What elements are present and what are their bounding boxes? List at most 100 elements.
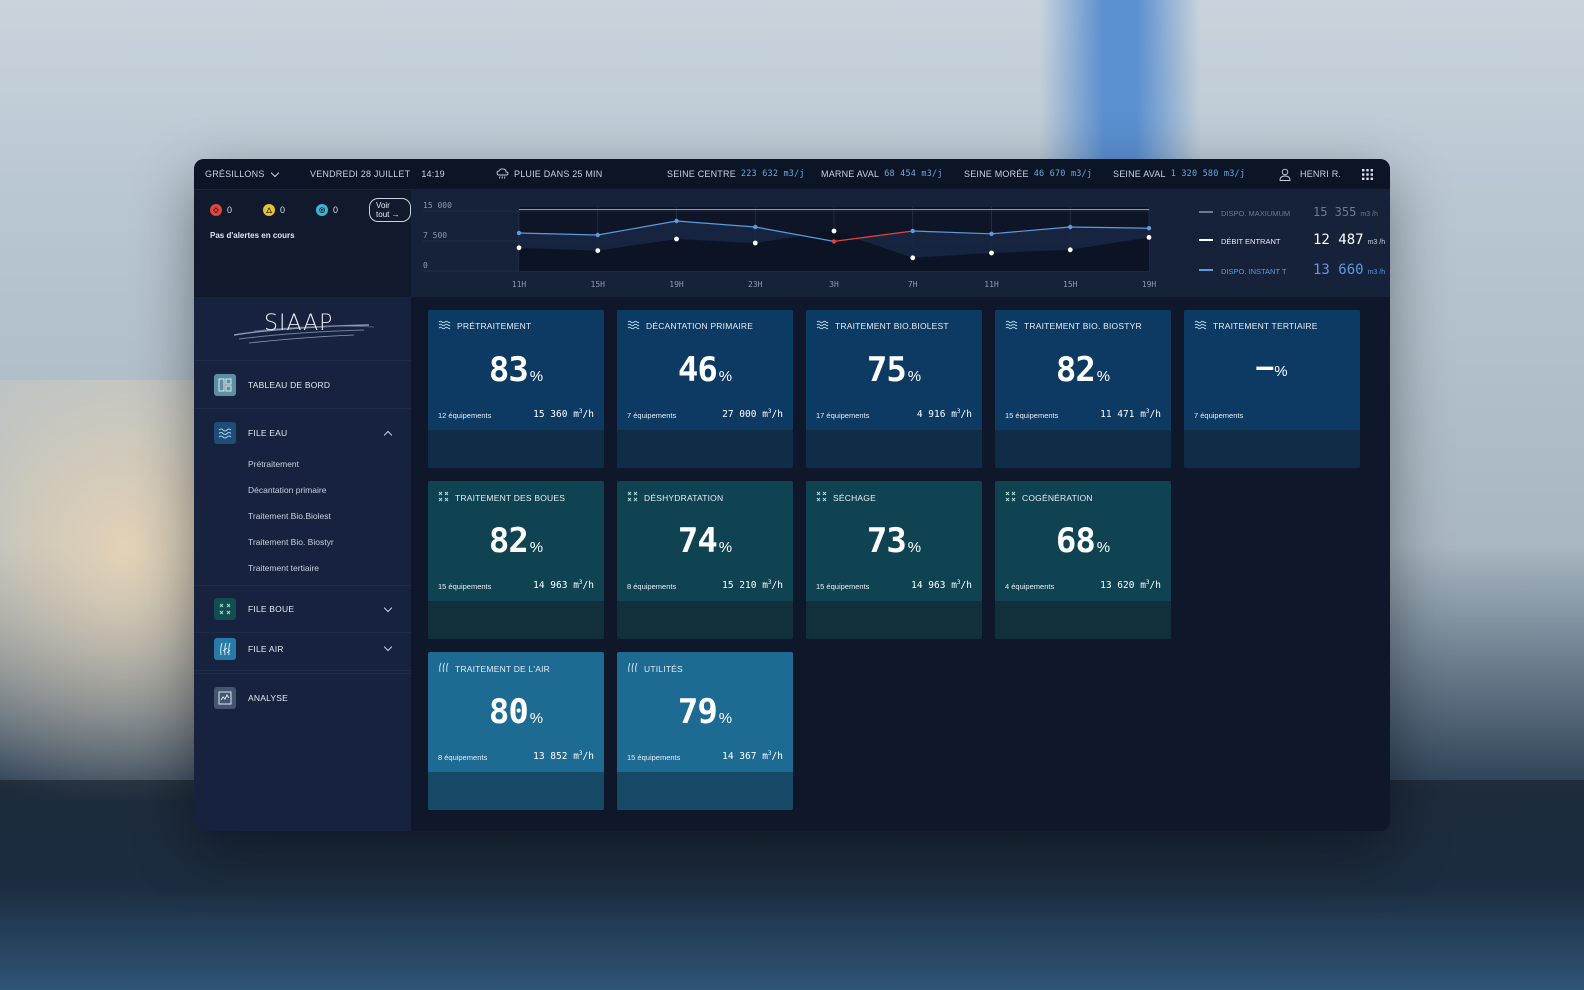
pct-value: 73	[866, 521, 907, 561]
pct-sign: %	[1096, 539, 1111, 556]
pct-value: 80	[488, 692, 529, 732]
series-line-segment	[597, 220, 677, 236]
nav-file-eau[interactable]: FILE EAU	[194, 409, 411, 457]
card-flow: 14 963 m3/h	[911, 579, 972, 592]
process-card[interactable]: TRAITEMENT DE L'AIR 80% 8 équipements 13…	[428, 652, 604, 810]
card-percentage: 79%	[617, 692, 793, 732]
process-card[interactable]: COGÉNÉRATION 68% 4 équipements 13 620 m3…	[995, 481, 1171, 639]
x-tick-label: 11H	[984, 280, 999, 289]
card-top: TRAITEMENT DES BOUES 82% 15 équipements …	[428, 481, 604, 601]
date-time: VENDREDI 28 JUILLET 14:19	[310, 159, 445, 189]
series-line-segment	[755, 226, 835, 242]
siaap-logo[interactable]: SIAAP	[194, 297, 411, 361]
card-equipment-count: 15 équipements	[816, 582, 870, 591]
process-card[interactable]: TRAITEMENT TERTIAIRE —% 7 équipements	[1184, 310, 1360, 468]
air-icon	[627, 662, 638, 675]
info-alerts[interactable]: ◎ 0	[316, 204, 338, 216]
instant-point	[831, 239, 837, 244]
process-card[interactable]: TRAITEMENT BIO.BIOLEST 75% 17 équipement…	[806, 310, 982, 468]
nav-dashboard[interactable]: TABLEAU DE BORD	[194, 361, 411, 409]
warning-count: 0	[280, 205, 286, 215]
process-card[interactable]: PRÉTRAITEMENT 83% 12 équipements 15 360 …	[428, 310, 604, 468]
pct-sign: %	[907, 368, 922, 385]
series-line-segment	[676, 220, 756, 228]
pct-value: 79	[677, 692, 718, 732]
chevron-down-icon	[270, 168, 279, 177]
card-flow: 13 620 m3/h	[1100, 579, 1161, 592]
station-name: SEINE MORÉE	[964, 169, 1029, 179]
card-top: PRÉTRAITEMENT 83% 12 équipements 15 360 …	[428, 310, 604, 430]
card-equipment-count: 15 équipements	[438, 582, 492, 591]
station-value: 223 632 m3/j	[740, 169, 805, 179]
card-footer	[428, 430, 604, 468]
sludge-icon	[627, 491, 638, 504]
logo-brush-strokes	[233, 324, 375, 344]
card-footer	[428, 601, 604, 639]
instant-point	[595, 232, 600, 238]
card-top: SÉCHAGE 73% 15 équipements 14 963 m3/h	[806, 481, 982, 601]
sub-item-decantation[interactable]: Décantation primaire	[248, 485, 327, 495]
card-title-text: DÉSHYDRATATION	[644, 492, 724, 503]
site-name: GRÉSILLONS	[205, 169, 265, 179]
process-card[interactable]: TRAITEMENT BIO. BIOSTYR 82% 15 équipemen…	[995, 310, 1171, 468]
sub-item-biolest[interactable]: Traitement Bio.Biolest	[248, 511, 331, 521]
nav-label: FILE EAU	[248, 428, 288, 438]
dashboard-icon	[214, 373, 236, 396]
station-name: SEINE CENTRE	[667, 169, 736, 179]
site-selector[interactable]: GRÉSILLONS	[205, 159, 279, 189]
user-menu[interactable]: HENRI R.	[1279, 159, 1341, 189]
legend-instant: DISPO. INSTANT T 13 660 m3 /h	[1199, 262, 1385, 278]
incoming-point	[674, 236, 679, 242]
apps-grid-button[interactable]	[1362, 159, 1373, 189]
card-title: TRAITEMENT DES BOUES	[438, 491, 565, 504]
incoming-point	[1146, 235, 1152, 240]
instant-point	[989, 231, 994, 236]
chevron-up-icon[interactable]	[383, 430, 393, 440]
water-waves-icon	[627, 320, 640, 332]
legend-max: DISPO. MAXIUMUM 15 355 m3 /h	[1199, 205, 1378, 219]
card-top: TRAITEMENT BIO. BIOSTYR 82% 15 équipemen…	[995, 310, 1171, 430]
legend-unit: m3 /h	[1367, 269, 1386, 276]
instant-point	[753, 224, 758, 230]
station-name: MARNE AVAL	[821, 169, 880, 179]
card-flow: 15 210 m3/h	[722, 579, 783, 592]
nav-file-air[interactable]: FILE AIR	[194, 627, 411, 671]
user-icon	[1279, 168, 1291, 181]
date-label: VENDREDI 28 JUILLET	[310, 169, 411, 179]
nav-file-boue[interactable]: FILE BOUE	[194, 585, 411, 633]
apps-grid-icon	[1362, 168, 1373, 180]
card-top: DÉCANTATION PRIMAIRE 46% 7 équipements 2…	[617, 310, 793, 430]
card-footer	[428, 772, 604, 810]
process-card[interactable]: SÉCHAGE 73% 15 équipements 14 963 m3/h	[806, 481, 982, 639]
chevron-down-icon[interactable]	[383, 642, 393, 652]
card-title: DÉSHYDRATATION	[627, 491, 723, 504]
card-title: COGÉNÉRATION	[1005, 491, 1093, 504]
card-title: TRAITEMENT DE L'AIR	[438, 662, 550, 675]
process-card[interactable]: DÉSHYDRATATION 74% 8 équipements 15 210 …	[617, 481, 793, 639]
warning-alerts[interactable]: △ 0	[263, 204, 285, 216]
pct-sign: %	[718, 368, 733, 385]
sub-item-pretraitement[interactable]: Prétraitement	[248, 459, 300, 469]
critical-alerts[interactable]: ◇ 0	[210, 204, 232, 216]
process-card[interactable]: TRAITEMENT DES BOUES 82% 15 équipements …	[428, 481, 604, 639]
process-card[interactable]: UTILITÉS 79% 15 équipements 14 367 m3/h	[617, 652, 793, 810]
card-flow: 15 360 m3/h	[533, 408, 594, 421]
card-footer	[806, 601, 982, 639]
card-top: COGÉNÉRATION 68% 4 équipements 13 620 m3…	[995, 481, 1171, 601]
sub-item-biostyr[interactable]: Traitement Bio. Biostyr	[248, 537, 334, 547]
legend-unit: m3 /h	[1360, 211, 1378, 218]
nav-analyse[interactable]: ANALYSE	[194, 673, 411, 721]
info-count: 0	[333, 205, 339, 215]
card-percentage: 74%	[617, 521, 793, 561]
card-title-text: TRAITEMENT BIO. BIOSTYR	[1024, 321, 1142, 331]
process-card[interactable]: DÉCANTATION PRIMAIRE 46% 7 équipements 2…	[617, 310, 793, 468]
card-title-text: COGÉNÉRATION	[1022, 492, 1093, 503]
sub-item-tertiaire[interactable]: Traitement tertiaire	[248, 563, 320, 573]
series-line-segment	[518, 232, 598, 236]
info-alert-icon: ◎	[316, 204, 329, 216]
analysis-chart-icon	[214, 686, 236, 709]
legend-value: 12 487	[1313, 232, 1364, 248]
app-window: GRÉSILLONS VENDREDI 28 JUILLET 14:19 PLU…	[194, 159, 1390, 831]
view-all-button[interactable]: Voir tout →	[369, 198, 411, 222]
chevron-down-icon[interactable]	[383, 603, 393, 612]
